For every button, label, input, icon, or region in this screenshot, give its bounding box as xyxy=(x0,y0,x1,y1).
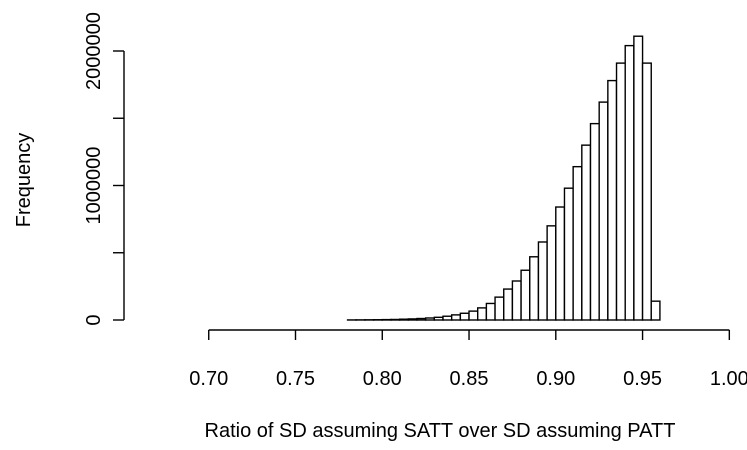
histogram-bar xyxy=(390,318,401,321)
histogram-bar xyxy=(650,300,661,321)
histogram-bar xyxy=(607,79,618,321)
histogram-bar xyxy=(442,315,453,321)
x-tick-label: 0.80 xyxy=(363,368,402,390)
histogram-bar xyxy=(633,35,644,321)
x-tick-label: 0.75 xyxy=(276,368,315,390)
histogram-bar xyxy=(485,302,496,321)
histogram-bar xyxy=(450,314,462,321)
histogram-bar xyxy=(546,225,557,321)
histogram-bar xyxy=(529,256,540,321)
histogram-bar xyxy=(398,318,409,321)
histogram-bar xyxy=(407,318,418,321)
histogram-bar xyxy=(563,187,574,321)
histogram-bar xyxy=(641,62,652,321)
histogram-bar xyxy=(555,206,566,321)
histogram-bar xyxy=(589,122,600,321)
histogram-bar xyxy=(477,307,488,321)
histogram-bar xyxy=(459,312,470,321)
histogram-bar xyxy=(503,288,514,321)
histogram-bar xyxy=(424,317,436,321)
x-tick-label: 0.90 xyxy=(536,368,575,390)
x-axis-title: Ratio of SD assuming SATT over SD assumi… xyxy=(205,420,676,442)
histogram-bar xyxy=(520,269,531,321)
histogram-bar xyxy=(537,241,548,321)
histogram-bar xyxy=(572,165,583,321)
histogram-bar xyxy=(468,310,479,321)
bars-group xyxy=(346,35,661,321)
x-tick-label: 1.00 xyxy=(710,368,747,390)
histogram-bar xyxy=(494,296,505,321)
histogram-bar xyxy=(598,101,609,321)
histogram-bar xyxy=(615,62,626,321)
y-tick-label: 0 xyxy=(83,314,105,325)
histogram-bar xyxy=(511,280,522,321)
y-axis-title: Frequency xyxy=(13,133,35,228)
y-axis: 0 1000000 2000000 xyxy=(83,12,125,326)
x-tick-label: 0.95 xyxy=(623,368,662,390)
histogram-bar xyxy=(416,317,427,321)
y-tick-label: 1000000 xyxy=(83,147,105,225)
x-tick-label: 0.70 xyxy=(189,368,228,390)
x-tick-label: 0.85 xyxy=(450,368,489,390)
y-tick-label: 2000000 xyxy=(83,12,105,90)
histogram-bar xyxy=(624,44,635,321)
histogram-bar xyxy=(581,144,592,321)
histogram-bar xyxy=(433,316,444,321)
x-axis: 0.70 0.75 0.80 0.85 0.90 0.95 1.00 xyxy=(189,329,747,390)
